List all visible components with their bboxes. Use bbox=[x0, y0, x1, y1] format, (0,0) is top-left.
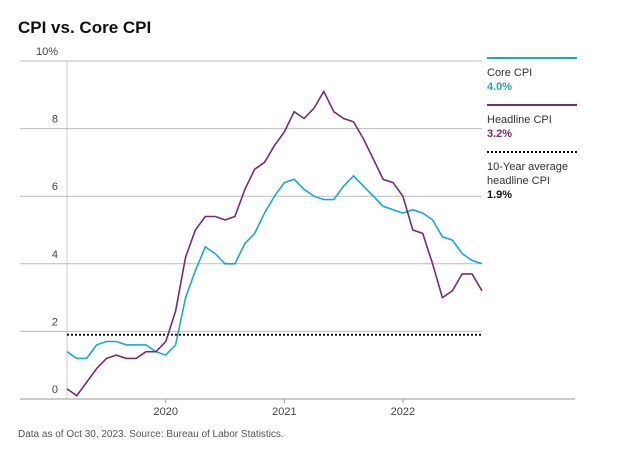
y-tick-label: 10% bbox=[36, 46, 58, 58]
legend-label: Headline CPI bbox=[487, 114, 552, 126]
series-line bbox=[66, 89, 483, 397]
y-tick-label: 8 bbox=[52, 114, 58, 126]
y-tick-label: 4 bbox=[52, 249, 58, 261]
legend-value: 1.9% bbox=[487, 189, 513, 201]
y-tick-label: 0 bbox=[52, 384, 58, 396]
chart-title: CPI vs. Core CPI bbox=[18, 18, 151, 37]
x-tick-label: 2021 bbox=[272, 406, 296, 418]
legend: Core CPI 4.0% Headline CPI 3.2% 10-Year aver… bbox=[487, 57, 577, 212]
legend-value: 4.0% bbox=[487, 81, 513, 93]
x-tick-label: 2022 bbox=[391, 406, 415, 418]
legend-entry: Core CPI 4.0% bbox=[487, 57, 577, 94]
y-tick-label: 6 bbox=[52, 181, 58, 193]
legend-value: 3.2% bbox=[487, 128, 513, 140]
x-tick-label: 2020 bbox=[154, 406, 178, 418]
legend-label: 10-Year average headline CPI bbox=[487, 161, 568, 187]
legend-entry: Headline CPI 3.2% bbox=[487, 104, 577, 141]
legend-entry: 10-Year average headline CPI 1.9% bbox=[487, 151, 577, 202]
series-line bbox=[66, 174, 483, 360]
legend-label: Core CPI bbox=[487, 67, 533, 79]
y-tick-label: 2 bbox=[52, 316, 58, 328]
footnote: Data as of Oct 30, 2023. Source: Bureau … bbox=[18, 429, 284, 440]
